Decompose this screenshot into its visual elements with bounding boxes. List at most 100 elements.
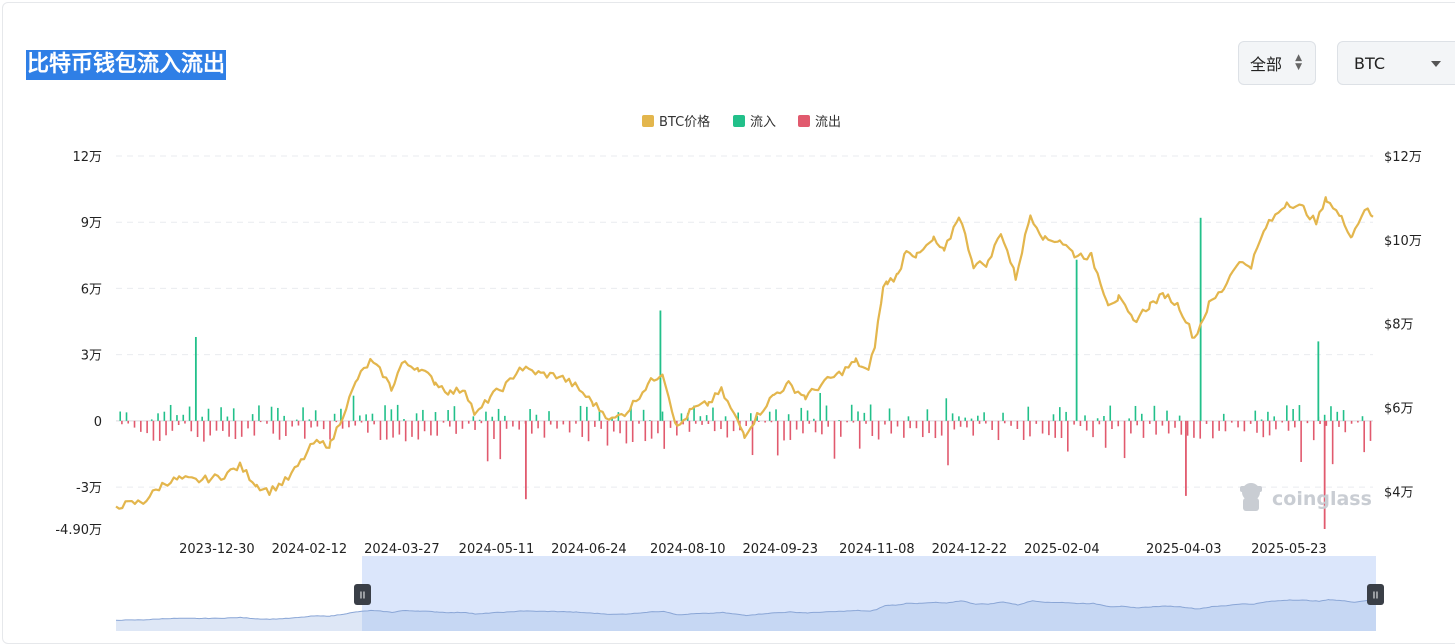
outflow-bar	[631, 420, 634, 442]
legend-label[interactable]: 流出	[815, 115, 841, 130]
inflow-bar	[787, 414, 790, 421]
outflow-bar	[423, 420, 426, 432]
left-tick-label: 3万	[81, 349, 102, 364]
outflow-bar	[240, 420, 243, 437]
inflow-bar	[314, 410, 317, 421]
outflow-bar	[978, 420, 981, 424]
inflow-bar	[951, 413, 954, 421]
outflow-bar	[1186, 420, 1189, 436]
outflow-bar	[1230, 420, 1233, 423]
outflow-bar	[934, 420, 937, 439]
inflow-bar	[548, 411, 550, 421]
outflow-bar	[417, 420, 420, 440]
outflow-bar	[694, 420, 697, 424]
outflow-bar	[877, 420, 880, 440]
outflow-bar	[1155, 420, 1157, 435]
inflow-bar	[945, 398, 948, 421]
legend-swatch	[798, 115, 810, 127]
outflow-bar	[921, 420, 924, 438]
range-select[interactable]: 全部 ▲ ▼	[1238, 41, 1316, 85]
outflow-bar	[171, 420, 174, 431]
outflow-bar	[1312, 420, 1315, 441]
inflow-bar	[737, 412, 739, 421]
inflow-bar	[579, 405, 582, 421]
inflow-bar	[1052, 414, 1055, 421]
inflow-bar	[359, 415, 361, 421]
outflow-bar	[1275, 420, 1277, 430]
inflow-bar	[819, 392, 821, 421]
outflow-bar	[543, 420, 546, 438]
outflow-bar	[682, 420, 684, 425]
inflow-bar	[1298, 405, 1301, 421]
outflow-bar	[587, 420, 590, 442]
inflow-bar	[1330, 406, 1332, 421]
outflow-bar	[549, 420, 552, 425]
page-title: 比特币钱包流入流出	[26, 50, 227, 80]
inflow-bar	[1075, 259, 1078, 421]
inflow-bar	[415, 413, 418, 421]
outflow-bar	[858, 420, 861, 449]
outflow-bar	[1268, 420, 1271, 436]
outflow-bar	[228, 420, 230, 437]
outflow-bar	[1003, 420, 1006, 424]
right-tick-label: $10万	[1384, 234, 1422, 249]
outflow-bar	[606, 420, 609, 446]
inflow-bar	[712, 407, 714, 421]
right-tick-label: $6万	[1384, 401, 1414, 416]
inflow-bar	[157, 413, 159, 421]
range-navigator[interactable]: II II	[115, 556, 1384, 631]
outflow-bar	[303, 420, 306, 439]
outflow-bar	[367, 420, 369, 433]
inflow-bar	[958, 416, 960, 421]
outflow-bar	[253, 420, 256, 436]
inflow-bar	[1140, 413, 1143, 421]
outflow-bar	[1300, 420, 1302, 462]
inflow-bar	[617, 412, 620, 421]
left-tick-label: -3万	[76, 481, 102, 496]
outflow-bar	[354, 420, 357, 426]
outflow-bar	[612, 420, 615, 432]
inflow-bar	[1166, 410, 1168, 421]
inflow-bar	[485, 411, 487, 421]
inflow-bar	[333, 413, 336, 421]
outflow-bar	[404, 420, 407, 442]
outflow-bar	[1060, 420, 1063, 439]
inflow-bar	[1273, 416, 1276, 421]
chevron-down-icon	[1431, 61, 1441, 67]
inflow-bar	[1002, 412, 1004, 421]
outflow-bar	[449, 420, 451, 427]
outflow-bar	[285, 420, 287, 437]
outflow-bar	[373, 420, 375, 425]
navigator-right-handle[interactable]: II	[1367, 584, 1384, 605]
outflow-bar	[165, 420, 167, 436]
outflow-bar	[322, 420, 325, 430]
outflow-bar	[650, 420, 653, 439]
outflow-bar	[152, 420, 155, 441]
outflow-bar	[1085, 420, 1088, 431]
outflow-bar	[291, 420, 293, 427]
coin-select-value: BTC	[1354, 53, 1385, 73]
coin-select[interactable]: BTC	[1337, 41, 1455, 85]
inflow-bar	[1267, 411, 1269, 421]
inflow-bar	[302, 407, 304, 421]
legend-label[interactable]: BTC价格	[659, 114, 710, 130]
outflow-bar	[222, 420, 224, 431]
outflow-bar	[770, 420, 773, 423]
navigator-left-handle[interactable]: II	[354, 584, 371, 605]
navigator-selection[interactable]	[362, 556, 1376, 631]
right-tick-label: $12万	[1384, 150, 1422, 165]
outflow-bar	[486, 420, 489, 462]
outflow-bar	[184, 420, 186, 424]
legend-label[interactable]: 流入	[750, 115, 776, 130]
outflow-bar	[751, 420, 754, 456]
outflow-bar	[1022, 420, 1025, 440]
outflow-bar	[1067, 420, 1069, 452]
inflow-bar	[1027, 406, 1030, 421]
outflow-bar	[638, 420, 640, 424]
left-tick-label: 6万	[81, 282, 102, 297]
inflow-bar	[863, 412, 866, 421]
right-tick-label: $4万	[1384, 485, 1414, 500]
outflow-bar	[1185, 420, 1187, 496]
outflow-bar	[480, 420, 483, 424]
outflow-bar	[802, 420, 804, 434]
